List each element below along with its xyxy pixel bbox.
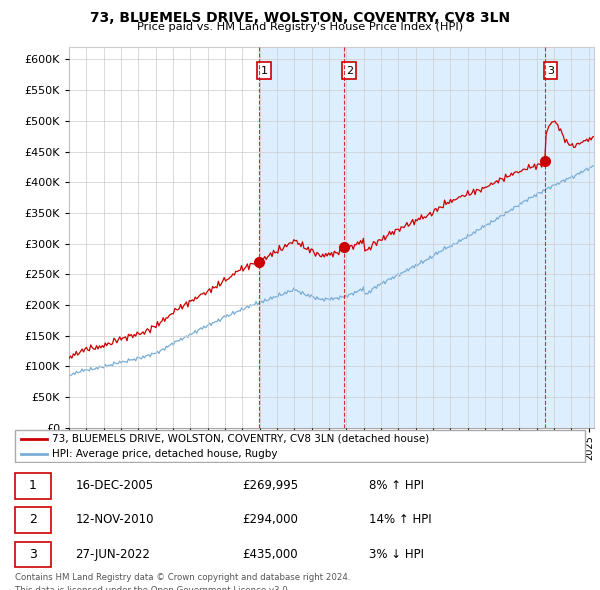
- FancyBboxPatch shape: [15, 473, 50, 499]
- Text: 73, BLUEMELS DRIVE, WOLSTON, COVENTRY, CV8 3LN: 73, BLUEMELS DRIVE, WOLSTON, COVENTRY, C…: [90, 11, 510, 25]
- Text: £269,995: £269,995: [242, 479, 299, 492]
- FancyBboxPatch shape: [15, 507, 50, 533]
- Text: 16-DEC-2005: 16-DEC-2005: [76, 479, 154, 492]
- Text: 8% ↑ HPI: 8% ↑ HPI: [369, 479, 424, 492]
- FancyBboxPatch shape: [15, 542, 50, 568]
- Text: 3: 3: [29, 548, 37, 560]
- Text: Contains HM Land Registry data © Crown copyright and database right 2024.: Contains HM Land Registry data © Crown c…: [15, 573, 350, 582]
- Text: 3: 3: [547, 65, 554, 76]
- Text: 14% ↑ HPI: 14% ↑ HPI: [369, 513, 432, 526]
- Text: 1: 1: [260, 65, 268, 76]
- Bar: [344, 47, 545, 428]
- Text: 73, BLUEMELS DRIVE, WOLSTON, COVENTRY, CV8 3LN (detached house): 73, BLUEMELS DRIVE, WOLSTON, COVENTRY, C…: [52, 434, 430, 444]
- FancyBboxPatch shape: [15, 430, 584, 463]
- Text: £435,000: £435,000: [242, 548, 298, 560]
- Text: 2: 2: [346, 65, 353, 76]
- Text: 3% ↓ HPI: 3% ↓ HPI: [369, 548, 424, 560]
- Bar: [259, 47, 344, 428]
- Text: HPI: Average price, detached house, Rugby: HPI: Average price, detached house, Rugb…: [52, 449, 278, 459]
- Text: 1: 1: [29, 479, 37, 492]
- Text: 12-NOV-2010: 12-NOV-2010: [76, 513, 154, 526]
- Text: Price paid vs. HM Land Registry's House Price Index (HPI): Price paid vs. HM Land Registry's House …: [137, 22, 463, 32]
- Text: This data is licensed under the Open Government Licence v3.0.: This data is licensed under the Open Gov…: [15, 586, 290, 590]
- Bar: [545, 47, 594, 428]
- Text: 2: 2: [29, 513, 37, 526]
- Text: 27-JUN-2022: 27-JUN-2022: [76, 548, 150, 560]
- Text: £294,000: £294,000: [242, 513, 298, 526]
